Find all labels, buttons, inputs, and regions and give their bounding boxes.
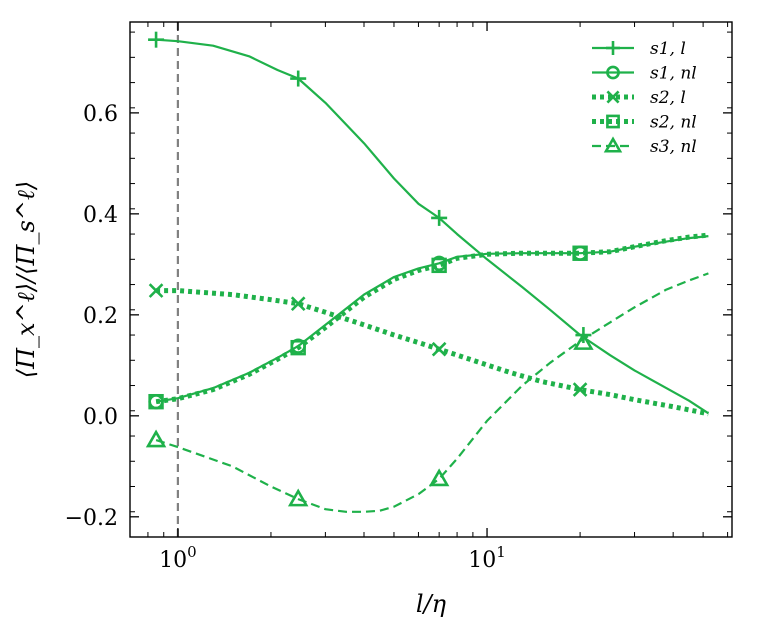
marker-square: [572, 245, 588, 261]
marker-square: [606, 114, 620, 129]
x-tick-base: 10: [159, 548, 187, 573]
data-point: [287, 488, 309, 507]
data-point: [572, 245, 588, 261]
x-tick-label: 100: [159, 543, 197, 573]
x-tick-exponent: 0: [187, 543, 197, 561]
y-tick-label: 0.6: [83, 102, 118, 127]
legend-marker: [603, 136, 623, 153]
y-tick-labels: −0.2 0.0 0.2 0.4 0.6: [65, 102, 118, 531]
legend-item: s2, l: [592, 88, 686, 108]
legend-label: s1, l: [650, 39, 686, 59]
y-tick-label: −0.2: [65, 506, 118, 531]
legend-marker: [606, 114, 620, 129]
series-4: [148, 232, 709, 410]
marker-circle: [606, 65, 620, 80]
marker-square: [290, 339, 306, 356]
data-point: [148, 31, 165, 48]
series-line: [156, 288, 709, 417]
legend-marker: [606, 90, 620, 104]
plot-area: [145, 22, 709, 537]
x-tick-labels: 100 101: [159, 543, 506, 573]
x-tick-base: 10: [468, 548, 496, 573]
series-2: [148, 235, 709, 410]
marker-triangle: [145, 429, 167, 448]
marker-square: [431, 257, 447, 274]
plot-frame: [129, 21, 733, 538]
data-point: [290, 70, 307, 87]
x-tick-label: 101: [468, 543, 506, 573]
legend-marker: [606, 41, 620, 55]
x-axis-label: l/η: [416, 590, 447, 618]
y-axis-label: ⟨Π_x^ℓ⟩/⟨Π_s^ℓ⟩: [12, 181, 40, 378]
marker-triangle: [287, 488, 309, 507]
marker-triangle: [428, 468, 450, 487]
legend-label: s3, nl: [650, 137, 697, 157]
legend-item: s2, nl: [592, 113, 697, 133]
legend-item: s1, l: [592, 39, 686, 59]
marker-square: [148, 393, 164, 410]
legend-label: s2, l: [650, 88, 686, 108]
marker-triangle: [573, 331, 594, 350]
legend-marker: [606, 65, 620, 80]
data-point: [431, 209, 448, 226]
marker-triangle: [603, 136, 623, 153]
legend-label: s1, nl: [650, 64, 697, 84]
data-point: [431, 257, 447, 274]
data-point: [290, 339, 306, 356]
legend: s1, l s1, nl s2, l s2, nl s3, nl: [592, 39, 697, 157]
series-5: [145, 272, 709, 513]
legend-label: s2, nl: [650, 113, 697, 133]
y-tick-label: 0.4: [83, 203, 118, 228]
series-3: [148, 283, 709, 417]
legend-item: s1, nl: [592, 64, 697, 84]
y-tick-label: 0.2: [83, 304, 118, 329]
data-point: [148, 283, 164, 298]
data-point: [572, 382, 588, 397]
series-layer: [145, 31, 709, 513]
data-point: [145, 429, 167, 448]
marker-x-b: [606, 90, 620, 104]
data-point: [148, 393, 164, 410]
marker-x-b: [148, 283, 164, 298]
data-point: [428, 468, 450, 487]
marker-x-b: [431, 341, 447, 357]
legend-item: s3, nl: [592, 136, 697, 157]
series-1: [148, 31, 709, 415]
data-point: [290, 296, 306, 312]
y-tick-label: 0.0: [83, 405, 118, 430]
marker-x-b: [290, 296, 306, 312]
data-point: [431, 341, 447, 357]
x-tick-exponent: 1: [496, 543, 506, 561]
marker-x-b: [572, 382, 588, 397]
series-line: [155, 272, 709, 513]
data-point: [573, 331, 594, 350]
ticks-layer: [129, 22, 732, 538]
series-line: [155, 232, 709, 405]
